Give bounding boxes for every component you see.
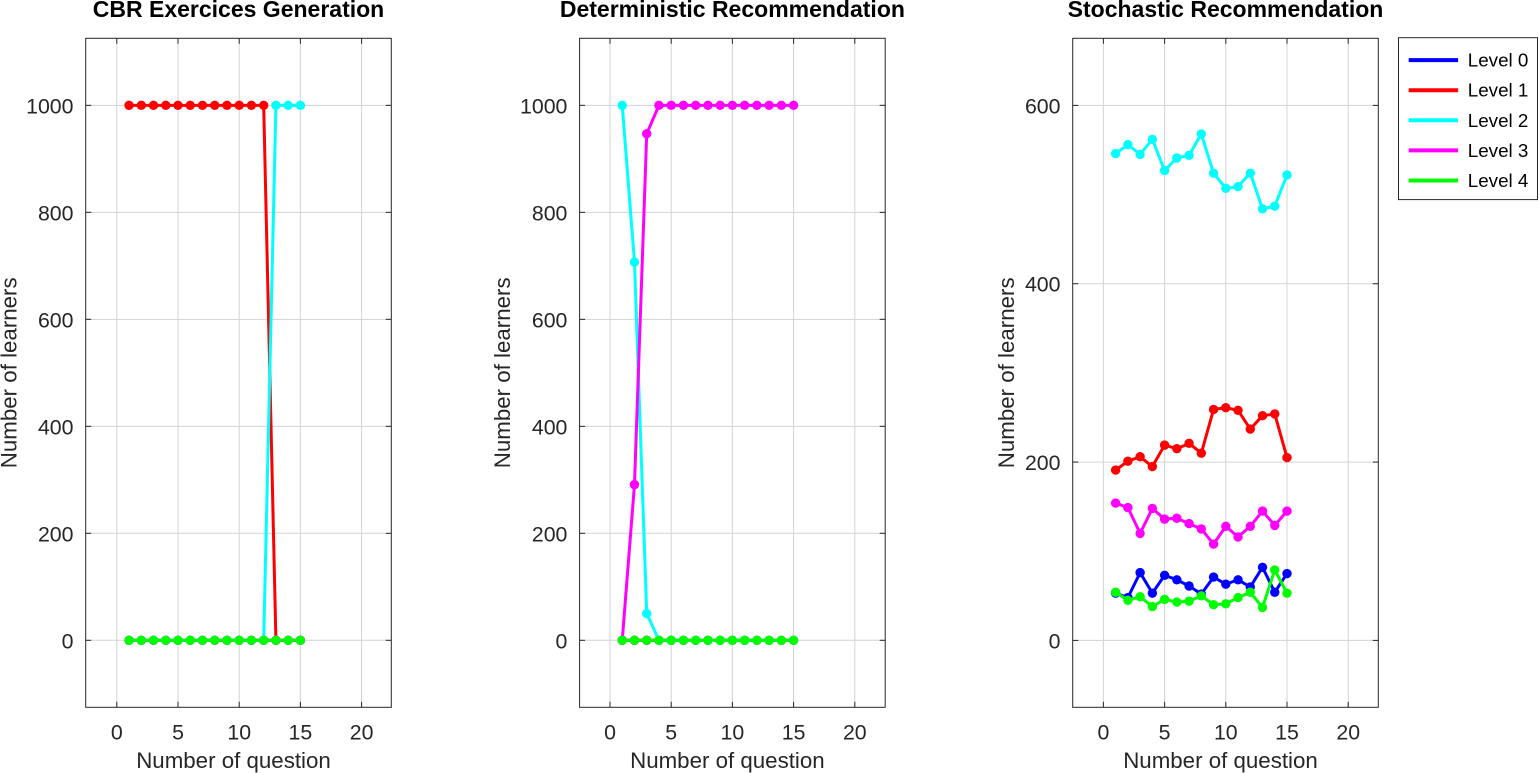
svg-text:Level 0: Level 0	[1468, 50, 1529, 71]
svg-text:200: 200	[532, 522, 568, 546]
svg-text:10: 10	[1214, 721, 1238, 745]
svg-text:200: 200	[1025, 451, 1061, 475]
svg-text:400: 400	[38, 415, 74, 439]
svg-text:Number of question: Number of question	[1123, 748, 1318, 773]
svg-text:Stochastic Recommendation: Stochastic Recommendation	[1068, 0, 1384, 22]
svg-text:600: 600	[1025, 94, 1061, 118]
svg-text:0: 0	[62, 629, 74, 653]
svg-text:Level 4: Level 4	[1468, 170, 1529, 191]
svg-text:Level 2: Level 2	[1468, 110, 1529, 131]
svg-text:20: 20	[350, 721, 374, 745]
svg-text:1000: 1000	[520, 94, 568, 118]
svg-text:Number of learners: Number of learners	[994, 277, 1019, 468]
svg-text:0: 0	[604, 721, 616, 745]
svg-text:Level 1: Level 1	[1468, 80, 1529, 101]
svg-text:15: 15	[1275, 721, 1299, 745]
svg-text:5: 5	[172, 721, 184, 745]
svg-text:0: 0	[1097, 721, 1109, 745]
svg-text:Number of question: Number of question	[136, 748, 331, 773]
svg-text:20: 20	[843, 721, 867, 745]
svg-text:15: 15	[289, 721, 313, 745]
svg-text:Level 3: Level 3	[1468, 140, 1529, 161]
svg-text:Deterministic Recommendation: Deterministic Recommendation	[560, 0, 905, 22]
svg-text:1000: 1000	[26, 94, 74, 118]
svg-text:0: 0	[1049, 629, 1061, 653]
svg-text:0: 0	[556, 629, 568, 653]
svg-text:10: 10	[721, 721, 745, 745]
svg-text:0: 0	[111, 721, 123, 745]
svg-text:800: 800	[38, 201, 74, 225]
svg-text:Number of learners: Number of learners	[0, 277, 21, 468]
svg-text:Number of learners: Number of learners	[490, 277, 515, 468]
svg-text:5: 5	[1159, 721, 1171, 745]
svg-text:600: 600	[532, 308, 568, 332]
svg-text:15: 15	[782, 721, 806, 745]
svg-text:400: 400	[1025, 273, 1061, 297]
svg-text:5: 5	[665, 721, 677, 745]
svg-text:20: 20	[1336, 721, 1360, 745]
svg-text:800: 800	[532, 201, 568, 225]
svg-text:600: 600	[38, 308, 74, 332]
svg-text:10: 10	[227, 721, 251, 745]
svg-text:CBR Exercices Generation: CBR Exercices Generation	[93, 0, 384, 22]
svg-text:Number of question: Number of question	[630, 748, 825, 773]
svg-text:400: 400	[532, 415, 568, 439]
svg-text:200: 200	[38, 522, 74, 546]
